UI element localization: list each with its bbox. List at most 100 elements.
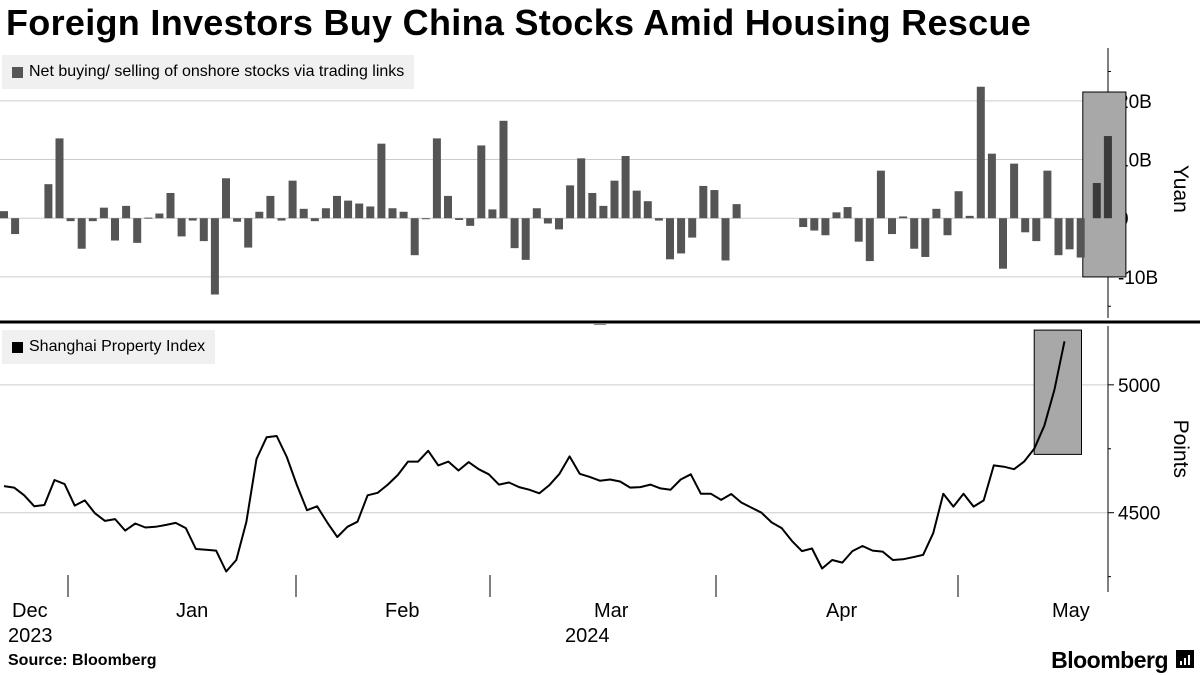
bar	[344, 200, 353, 219]
bar	[255, 211, 264, 219]
chart-title: Foreign Investors Buy China Stocks Amid …	[6, 2, 1032, 43]
line-ytick-label: 4500	[1118, 504, 1160, 525]
bar	[244, 218, 253, 248]
bar	[399, 211, 408, 219]
bar	[144, 217, 153, 219]
bar	[1065, 218, 1074, 250]
bar	[543, 218, 552, 224]
bar	[499, 120, 508, 219]
bar	[732, 204, 741, 219]
x-tick-label: Apr	[826, 600, 857, 622]
bar	[299, 208, 308, 219]
bar	[699, 185, 708, 219]
bar	[66, 218, 75, 222]
line-legend: Shanghai Property Index	[2, 330, 216, 364]
bar	[954, 191, 963, 219]
bar	[377, 143, 386, 219]
bar	[688, 218, 697, 238]
bar	[155, 213, 164, 219]
bar	[710, 190, 719, 219]
bar	[677, 218, 686, 254]
bar	[310, 218, 319, 222]
bar	[432, 138, 441, 219]
bar	[355, 203, 364, 219]
bar	[321, 208, 330, 219]
bar-ytick-label: 10B	[1118, 151, 1152, 172]
bar	[932, 208, 941, 219]
bar	[210, 218, 219, 295]
bar	[632, 190, 641, 219]
bar	[233, 218, 242, 222]
bar-legend-label: Net buying/ selling of onshore stocks vi…	[29, 63, 405, 80]
x-tick-label: May	[1052, 600, 1090, 622]
bar	[666, 218, 674, 260]
bar	[843, 207, 852, 219]
bar-ytick-label: -10B	[1118, 268, 1158, 289]
bar	[122, 205, 131, 219]
x-tick-label: Jan	[176, 600, 208, 622]
line-ytick-label: 5000	[1118, 376, 1160, 397]
bar	[566, 185, 575, 219]
x-tick-label: Feb	[385, 600, 419, 622]
bar	[654, 218, 663, 221]
bar	[421, 218, 430, 220]
bar	[721, 218, 730, 261]
bar-legend: Net buying/ selling of onshore stocks vi…	[2, 55, 415, 89]
bar	[0, 211, 8, 219]
bar	[99, 207, 108, 219]
bar	[177, 218, 186, 237]
bar	[410, 218, 419, 256]
bar	[333, 195, 341, 219]
bar	[188, 218, 197, 221]
brand-logo: Bloomberg	[1051, 647, 1168, 673]
bar	[1103, 136, 1112, 219]
bar	[999, 218, 1007, 269]
bar	[1043, 170, 1052, 219]
bar	[266, 195, 275, 219]
bar	[55, 138, 64, 219]
bar	[199, 218, 208, 242]
bar	[921, 218, 930, 257]
bar	[388, 208, 397, 219]
bar-chart-panel: -10B010B20BYuan	[0, 48, 1192, 318]
bar	[1092, 183, 1101, 219]
bar	[865, 218, 874, 262]
bar	[277, 218, 286, 221]
bar	[588, 192, 597, 219]
bar	[11, 218, 20, 235]
source-note: Source: Bloomberg	[8, 652, 157, 669]
bloomberg-terminal-icon	[1176, 650, 1194, 668]
bar	[510, 218, 519, 249]
line-legend-label: Shanghai Property Index	[29, 338, 206, 355]
bar	[910, 218, 919, 249]
bar	[899, 216, 908, 219]
bar	[987, 153, 996, 219]
bar	[876, 170, 885, 219]
x-tick-label: Dec	[12, 600, 48, 622]
bar	[488, 209, 497, 219]
bar	[366, 206, 375, 219]
bar	[455, 218, 464, 220]
bar	[1054, 218, 1063, 256]
bar	[288, 180, 297, 219]
bar	[976, 86, 985, 219]
bar	[643, 201, 652, 219]
bar	[1032, 218, 1041, 242]
bar	[1021, 218, 1030, 233]
bar	[77, 218, 86, 249]
x-tick-sublabel: 2023	[8, 625, 53, 647]
bar	[854, 218, 863, 242]
line-highlight-box	[1033, 329, 1082, 455]
bar	[1010, 163, 1019, 219]
bar	[965, 215, 974, 219]
x-tick-label: Mar	[594, 600, 629, 622]
bar	[222, 178, 230, 219]
bar	[832, 212, 841, 219]
bar	[133, 218, 142, 243]
bar-ytick-label: 20B	[1118, 92, 1152, 113]
bar	[88, 218, 97, 222]
bar	[610, 180, 619, 219]
x-axis: Dec 2023 Jan Feb Mar 2024 Apr May	[8, 575, 1090, 647]
bar	[166, 192, 175, 219]
